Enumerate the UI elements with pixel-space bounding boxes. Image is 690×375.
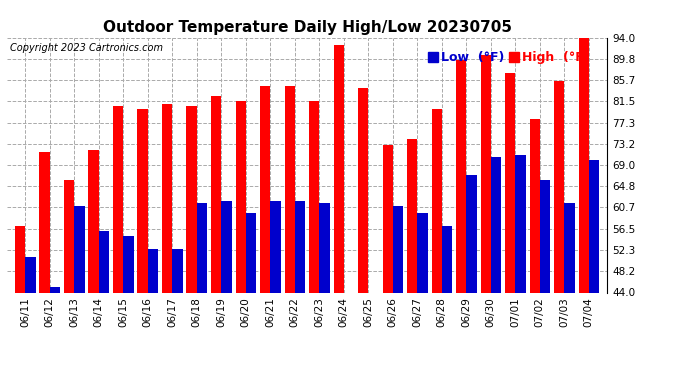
Bar <box>456 60 466 292</box>
Bar <box>99 231 109 292</box>
Bar <box>50 287 60 292</box>
Bar <box>529 119 540 292</box>
Bar <box>393 206 403 292</box>
Bar <box>554 81 564 292</box>
Bar <box>407 140 417 292</box>
Bar <box>186 106 197 292</box>
Bar <box>260 86 270 292</box>
Bar <box>221 201 232 292</box>
Title: Outdoor Temperature Daily High/Low 20230705: Outdoor Temperature Daily High/Low 20230… <box>103 20 511 35</box>
Bar <box>540 180 550 292</box>
Bar <box>172 249 183 292</box>
Bar <box>137 109 148 292</box>
Bar <box>431 109 442 292</box>
Bar <box>39 152 50 292</box>
Bar <box>491 158 501 292</box>
Bar <box>442 226 452 292</box>
Bar <box>75 206 85 292</box>
Bar <box>246 213 256 292</box>
Bar <box>26 257 36 292</box>
Bar <box>319 203 330 292</box>
Bar <box>284 86 295 292</box>
Bar <box>417 213 428 292</box>
Bar <box>295 201 305 292</box>
Text: Copyright 2023 Cartronics.com: Copyright 2023 Cartronics.com <box>10 43 163 52</box>
Bar <box>113 106 124 292</box>
Bar <box>148 249 158 292</box>
Bar <box>333 45 344 292</box>
Bar <box>15 226 26 292</box>
Bar <box>505 73 515 292</box>
Bar <box>480 56 491 292</box>
Bar <box>578 38 589 292</box>
Bar <box>88 150 99 292</box>
Legend: Low  (°F), High  (°F): Low (°F), High (°F) <box>423 46 595 69</box>
Bar <box>197 203 207 292</box>
Bar <box>358 88 368 292</box>
Bar <box>589 160 599 292</box>
Bar <box>466 175 477 292</box>
Bar <box>235 101 246 292</box>
Bar <box>124 236 134 292</box>
Bar <box>382 145 393 292</box>
Bar <box>64 180 75 292</box>
Bar <box>309 101 319 292</box>
Bar <box>564 203 575 292</box>
Bar <box>211 96 221 292</box>
Bar <box>270 201 281 292</box>
Bar <box>162 104 172 292</box>
Bar <box>515 155 526 292</box>
